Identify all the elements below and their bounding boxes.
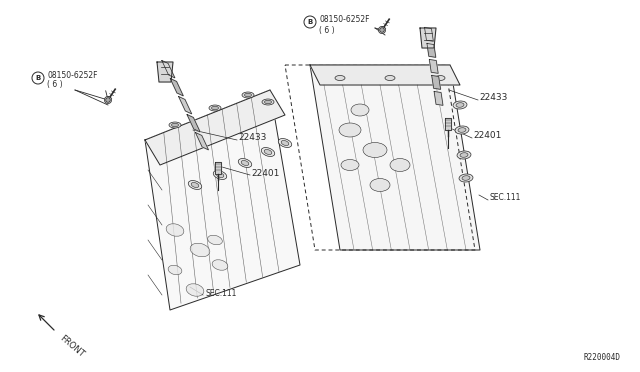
Ellipse shape (458, 128, 466, 132)
Ellipse shape (166, 224, 184, 236)
Ellipse shape (188, 180, 202, 189)
Polygon shape (420, 28, 436, 48)
Text: 08150-6252F: 08150-6252F (47, 71, 97, 80)
Polygon shape (424, 28, 433, 41)
Ellipse shape (459, 174, 473, 182)
Circle shape (378, 26, 385, 33)
Polygon shape (215, 162, 221, 174)
Polygon shape (434, 92, 443, 105)
Polygon shape (145, 90, 300, 310)
Ellipse shape (244, 93, 252, 97)
Ellipse shape (462, 176, 470, 180)
Text: B: B (307, 19, 312, 25)
Text: 22401: 22401 (251, 169, 280, 177)
Ellipse shape (435, 76, 445, 80)
Polygon shape (427, 44, 436, 57)
Ellipse shape (455, 126, 469, 134)
Text: 08150-6252F: 08150-6252F (319, 16, 369, 25)
Text: B: B (35, 75, 40, 81)
Ellipse shape (209, 105, 221, 111)
Circle shape (106, 98, 110, 102)
Ellipse shape (190, 243, 210, 257)
Polygon shape (187, 115, 200, 132)
Ellipse shape (456, 103, 464, 107)
Circle shape (304, 16, 316, 28)
Polygon shape (195, 132, 209, 150)
Ellipse shape (460, 153, 468, 157)
Ellipse shape (207, 235, 222, 245)
Text: SEC.111: SEC.111 (205, 289, 236, 298)
Polygon shape (310, 65, 460, 85)
Ellipse shape (339, 123, 361, 137)
Circle shape (32, 72, 44, 84)
Text: ( 6 ): ( 6 ) (319, 26, 335, 35)
Polygon shape (157, 62, 173, 82)
Ellipse shape (262, 99, 274, 105)
Ellipse shape (168, 265, 182, 275)
Text: ( 6 ): ( 6 ) (47, 80, 63, 90)
Text: 22433: 22433 (238, 134, 266, 142)
Ellipse shape (241, 160, 249, 166)
Text: SEC.111: SEC.111 (490, 193, 522, 202)
Ellipse shape (278, 138, 292, 147)
Ellipse shape (216, 173, 224, 177)
Ellipse shape (186, 284, 204, 296)
Ellipse shape (213, 170, 227, 179)
Text: R220004D: R220004D (583, 353, 620, 362)
Ellipse shape (212, 260, 228, 270)
Ellipse shape (238, 158, 252, 167)
Ellipse shape (261, 148, 275, 157)
Ellipse shape (191, 183, 199, 187)
Polygon shape (432, 76, 440, 89)
Ellipse shape (390, 158, 410, 171)
Polygon shape (179, 96, 192, 114)
Ellipse shape (457, 151, 471, 159)
Ellipse shape (169, 122, 181, 128)
Ellipse shape (385, 76, 395, 80)
Text: FRONT: FRONT (58, 334, 86, 359)
Text: 22433: 22433 (479, 93, 508, 103)
Ellipse shape (211, 106, 218, 110)
Polygon shape (170, 78, 183, 96)
Circle shape (104, 96, 111, 103)
Polygon shape (445, 118, 451, 130)
Ellipse shape (242, 92, 254, 98)
Polygon shape (145, 90, 285, 165)
Ellipse shape (341, 160, 359, 170)
Ellipse shape (335, 76, 345, 80)
Ellipse shape (264, 100, 271, 104)
Ellipse shape (453, 101, 467, 109)
Ellipse shape (281, 141, 289, 145)
Ellipse shape (264, 150, 272, 154)
Ellipse shape (172, 123, 179, 127)
Polygon shape (310, 65, 480, 250)
Ellipse shape (363, 142, 387, 157)
Text: 22401: 22401 (473, 131, 501, 141)
Ellipse shape (370, 179, 390, 192)
Circle shape (380, 28, 384, 32)
Polygon shape (162, 61, 175, 78)
Polygon shape (429, 60, 438, 73)
Ellipse shape (351, 104, 369, 116)
